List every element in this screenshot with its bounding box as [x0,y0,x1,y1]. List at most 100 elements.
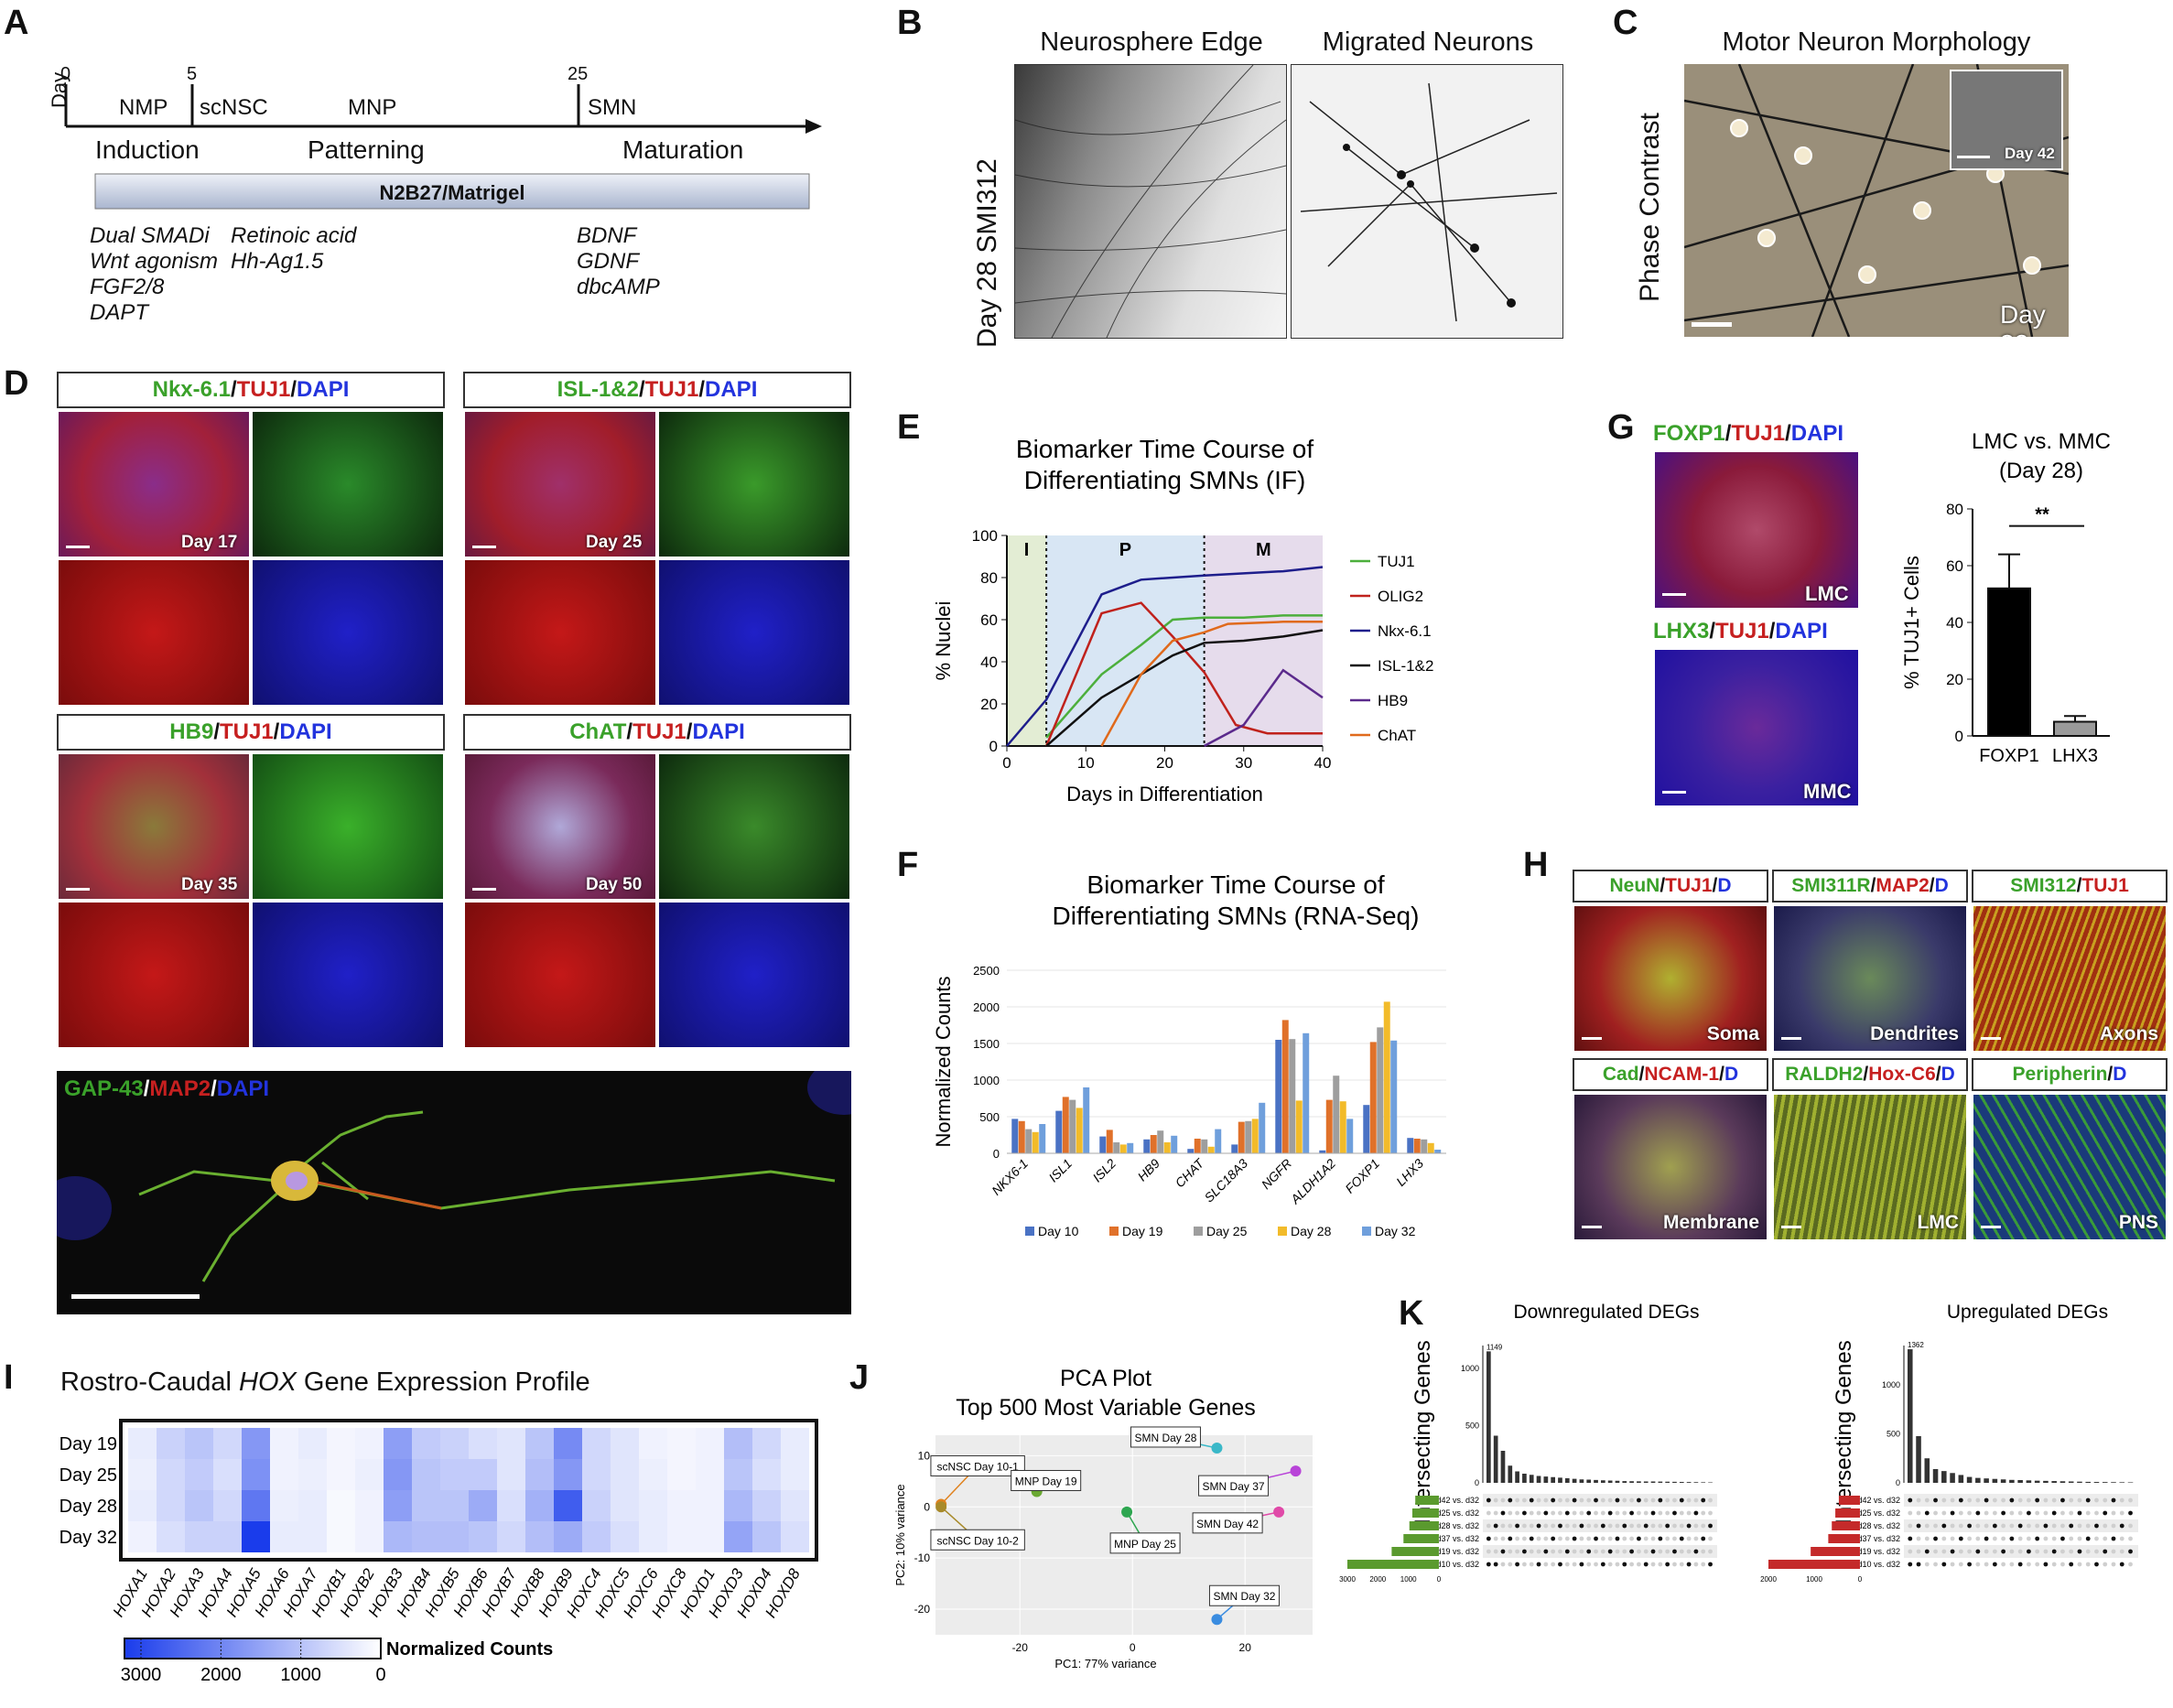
matrix-dot [2051,1497,2057,1503]
matrix-dot [2060,1536,2065,1541]
matrix-dot [1643,1549,1649,1554]
matrix-dot [1992,1562,1997,1567]
matrix-dot [2085,1497,2091,1503]
heatmap-cell [185,1490,213,1521]
d2-scale-bar [472,546,496,548]
heatmap-cell [157,1521,185,1552]
heatmap-cell [270,1459,298,1490]
g-bottom-header: LHX3/TUJ1/DAPI [1653,619,1828,643]
medium-bar-label: N2B27/Matrigel [379,181,525,204]
bar [1238,1121,1245,1153]
matrix-dot [1950,1510,1955,1516]
matrix-dot [1916,1536,1921,1541]
matrix-dot [1686,1562,1692,1567]
matrix-dot [1600,1523,1605,1529]
matrix-dot [1916,1523,1921,1529]
mmc-scale-bar [1662,791,1686,794]
matrix-dot [1665,1523,1670,1529]
intersection-bar [1601,1480,1605,1483]
point-label-box [1011,1469,1082,1491]
panel-c-title: Motor Neuron Morphology [1722,27,2031,57]
matrix-dot [2085,1536,2091,1541]
matrix-stripe [1483,1494,1717,1507]
matrix-dot [2085,1562,2091,1567]
matrix-dot [1958,1523,1963,1529]
h-tile-tag: PNS [2118,1212,2158,1233]
heatmap-cell [639,1428,667,1459]
y-tick-label: 100 [972,527,998,545]
point-label-box [930,1529,1025,1551]
upset-title: Downregulated DEGs [1513,1302,1699,1323]
matrix-dot [1551,1549,1556,1554]
matrix-dot [2069,1536,2074,1541]
point-label: SMN Day 37 [1203,1480,1265,1493]
row-label: Day 19 [59,1434,117,1454]
colorbar-tick-label: 2000 [200,1665,241,1685]
intersection-bar [1992,1478,1998,1483]
d1-red-image [57,558,251,707]
matrix-dot [1679,1562,1684,1567]
y-tick-label: 60 [980,611,998,629]
phase-region [1007,535,1047,746]
matrix-dot [2009,1497,2015,1503]
y-tick-label: 1000 [1461,1364,1479,1373]
bar [1434,1150,1442,1153]
matrix-dot [2001,1510,2006,1516]
matrix-dot [1672,1497,1677,1503]
matrix-dot [1486,1497,1491,1503]
matrix-dot [1607,1497,1613,1503]
matrix-dot [1643,1562,1649,1567]
bar [1062,1097,1069,1153]
matrix-dot [2077,1523,2082,1529]
d3-red-image [57,901,251,1049]
heatmap-cell [582,1459,611,1490]
y-tick-label: 0 [989,738,998,755]
matrix-dot [1500,1549,1506,1554]
x-tick-label: 30 [1235,754,1252,772]
x-tick-label: 20 [1239,1641,1252,1654]
matrix-dot [1522,1510,1527,1516]
heatmap-cell [355,1490,384,1521]
intersection-bar [2017,1480,2023,1483]
matrix-dot [2035,1510,2040,1516]
matrix-dot [1515,1523,1519,1529]
tick-5: 5 [187,64,198,84]
phase-label: M [1256,540,1271,560]
matrix-dot [1558,1562,1562,1567]
series-line [1006,566,1324,747]
intersection-bar [2009,1479,2015,1483]
point-label-box [1130,1426,1201,1448]
h-tile-header: NeuN/TUJ1/D [1573,870,1768,903]
bar [1407,1138,1414,1153]
heatmap-cell [752,1428,781,1459]
matrix-dot [1500,1562,1506,1567]
panel-c-side-label: Phase Contrast [1635,113,1665,302]
matrix-dot [1924,1510,1930,1516]
heatmap-cell [611,1459,639,1490]
matrix-dot [2001,1523,2006,1529]
matrix-dot [1701,1510,1706,1516]
h-tile-header: SMI312/TUJ1 [1972,870,2168,903]
intersection-bar [1508,1465,1513,1483]
chart-e: Biomarker Time Course of Differentiating … [932,435,1433,805]
matrix-dot [1908,1510,1913,1516]
legend-swatch [1278,1227,1287,1236]
chart-f-title: Biomarker Time Course of [1086,870,1384,899]
set-size-bar [1403,1534,1439,1543]
bar [1171,1135,1178,1153]
y-tick-label: 1000 [973,1074,1000,1087]
heatmap-cell [298,1521,327,1552]
heatmap-cell [696,1428,724,1459]
matrix-dot [1629,1562,1634,1567]
matrix-dot [1594,1536,1598,1541]
heatmap-cell [157,1428,185,1459]
matrix-dot [1701,1523,1706,1529]
matrix-dot [1637,1562,1641,1567]
matrix-dot [2103,1523,2108,1529]
series-line [1100,621,1323,747]
pca-point [1211,1614,1223,1626]
heatmap-cell [242,1459,270,1490]
point-label-box [1109,1532,1181,1554]
bar [1201,1139,1208,1153]
gap43-header: GAP-43/MAP2/DAPI [64,1076,270,1101]
